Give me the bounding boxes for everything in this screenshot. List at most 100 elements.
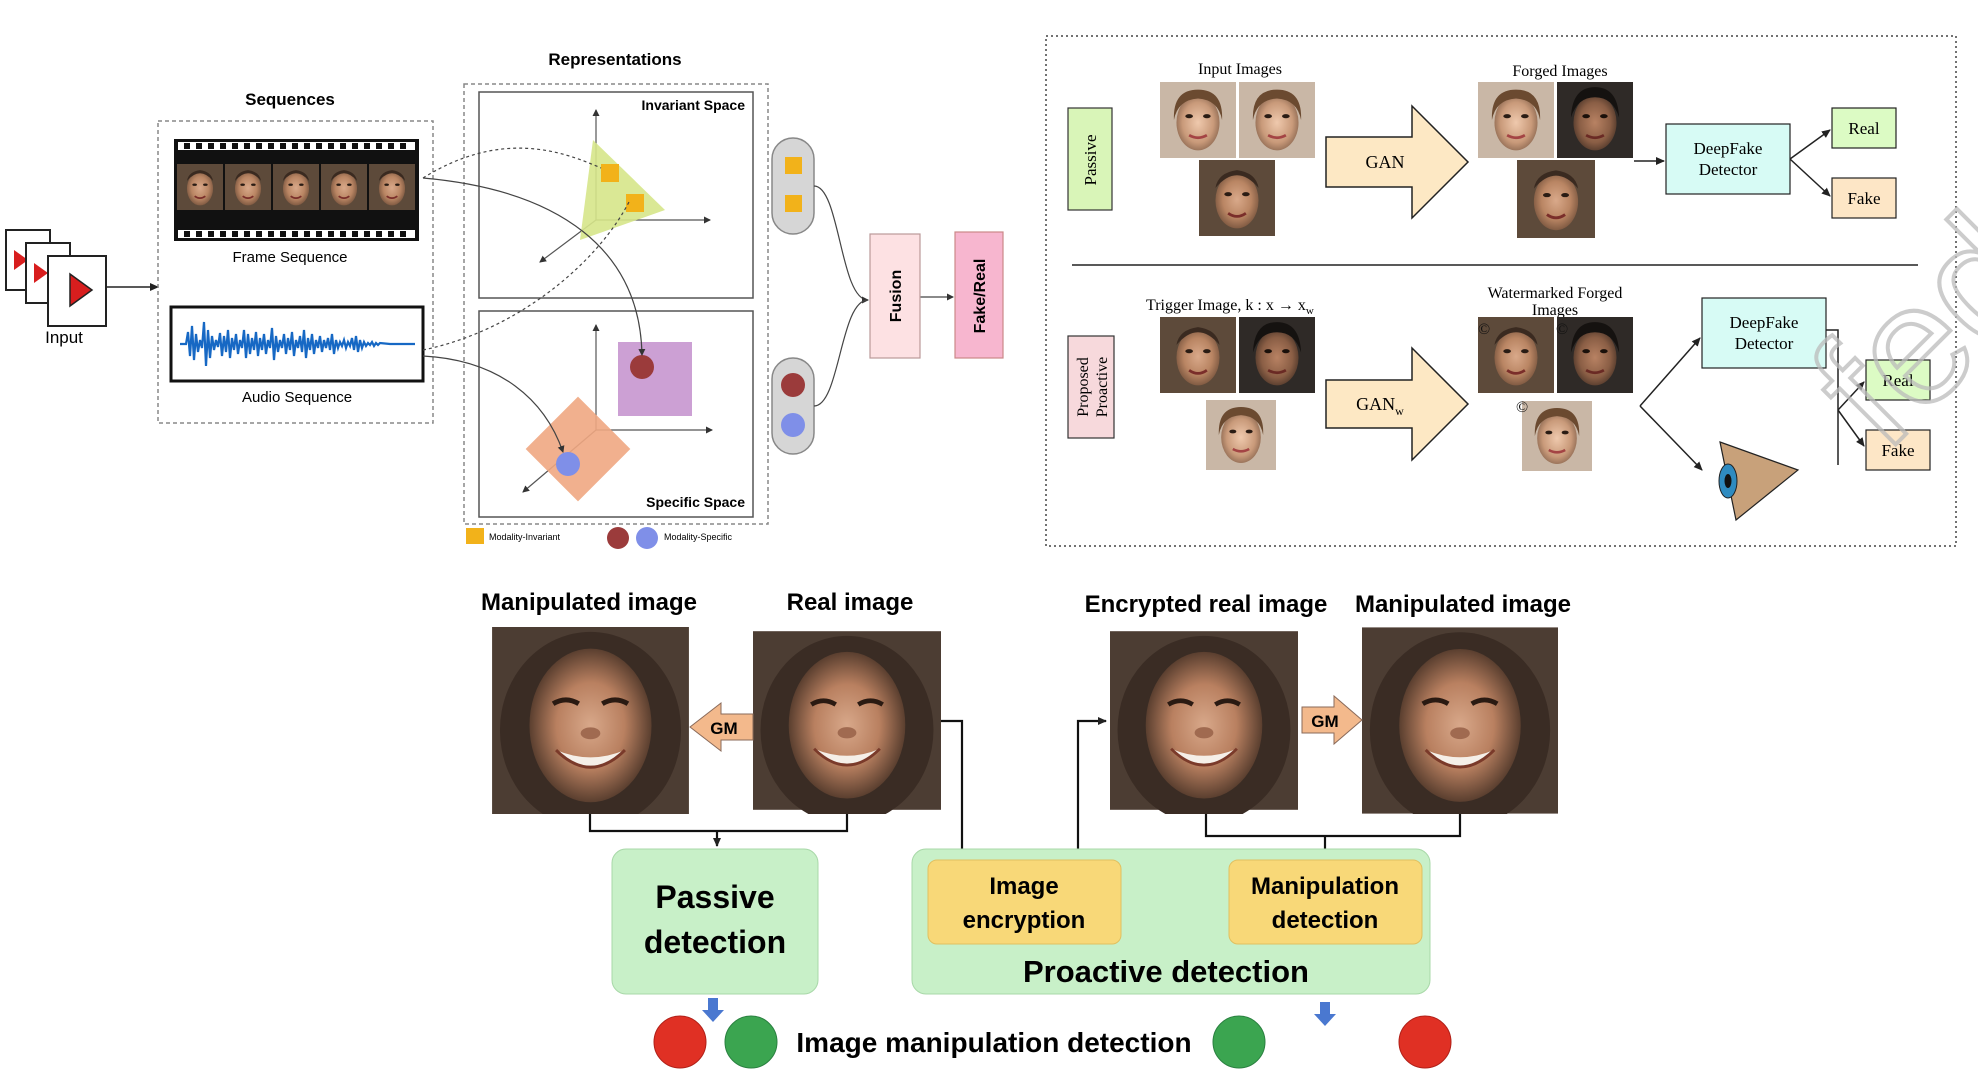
representation-curves	[422, 147, 646, 453]
red-result-dot	[653, 1015, 707, 1069]
input-face	[1238, 82, 1316, 158]
proactive-detection-label: Proactive detection	[1023, 954, 1309, 989]
invariant-marker	[601, 164, 619, 182]
real-label-passive: Real	[1848, 119, 1879, 138]
gm-label-right: GM	[1311, 712, 1338, 731]
gm-arrow-left	[689, 701, 754, 753]
invariant-capsule	[771, 137, 815, 235]
watermark-symbol: ©	[1516, 399, 1528, 416]
capsule-specific-red	[781, 373, 805, 397]
manipulated-image-photo-2	[1362, 627, 1558, 828]
fake-label-passive: Fake	[1847, 189, 1880, 208]
passive-detection-box	[611, 848, 819, 995]
gan-w-arrow	[1325, 346, 1470, 462]
trigger-label: Trigger Image, k : x → xw	[1146, 297, 1314, 317]
real-image-label: Real image	[787, 589, 914, 616]
real-box-proactive	[1865, 359, 1931, 401]
fake-real-label: Fake/Real	[972, 259, 989, 334]
passive-detection-line2: detection	[644, 924, 786, 960]
gan-label: GAN	[1366, 152, 1405, 172]
manipulation-detection-line2: detection	[1272, 907, 1379, 934]
specific-space-box	[478, 310, 754, 518]
panel-b-passive-vs-proactive: Passive Input Images GAN Forged Images D…	[1045, 35, 1978, 547]
manipulation-detection-box	[1228, 859, 1423, 945]
green-result-dot	[1212, 1015, 1266, 1069]
passive-label: Passive	[1081, 135, 1100, 186]
legend-specific-blue	[636, 527, 658, 549]
forged-face	[1478, 82, 1554, 158]
sequences-title: Sequences	[245, 90, 335, 109]
red-result-dot	[1398, 1015, 1452, 1069]
capsule-invariant-marker	[785, 195, 802, 212]
passive-detection-line1: Passive	[655, 879, 774, 915]
specific-space-label: Specific Space	[646, 494, 745, 510]
manipulation-detection-line1: Manipulation	[1251, 873, 1399, 900]
watermarked-line2: Images	[1532, 302, 1578, 319]
proactive-label-line2: Proactive	[1094, 357, 1111, 417]
input-face	[1160, 82, 1236, 158]
detector-line2: Detector	[1735, 334, 1794, 353]
capsule-specific-blue	[781, 413, 805, 437]
gan-arrow	[1325, 104, 1470, 220]
trigger-face	[1160, 317, 1236, 393]
legend-specific-red	[607, 527, 629, 549]
input-face	[1199, 160, 1275, 236]
invariant-marker	[626, 194, 644, 212]
proactive-label-line1: Proposed	[1075, 357, 1092, 417]
manipulated-image-photo	[492, 627, 689, 829]
watermark-stamp: fed	[1777, 180, 1978, 481]
proactive-tag	[1067, 335, 1115, 439]
fake-box-proactive	[1865, 429, 1931, 471]
blue-down-arrow	[702, 998, 724, 1022]
watermarked-face	[1556, 317, 1634, 393]
watermarked-line1: Watermarked Forged	[1488, 285, 1623, 302]
audio-sequence-waveform	[169, 305, 425, 383]
frame-sequence-filmstrip	[174, 139, 419, 241]
fake-box-passive	[1831, 177, 1897, 219]
detector-line2: Detector	[1699, 160, 1758, 179]
specific-capsule	[771, 357, 815, 455]
forged-face	[1517, 160, 1595, 238]
panel-c-manipulation-detection: Manipulated image Real image Encrypted r…	[481, 589, 1571, 1069]
trigger-face	[1206, 398, 1276, 472]
capsule-invariant-marker	[785, 157, 802, 174]
specific-marker-blue	[556, 452, 580, 476]
detector-line1: DeepFake	[1694, 139, 1763, 158]
specific-marker-red	[630, 355, 654, 379]
real-label-proactive: Real	[1882, 371, 1913, 390]
watermark-symbol: ©	[1478, 321, 1490, 338]
trigger-face	[1238, 317, 1316, 393]
green-result-dot	[724, 1015, 778, 1069]
forged-face	[1556, 82, 1634, 158]
gm-arrow-right	[1301, 694, 1363, 746]
manipulated-image-label-2: Manipulated image	[1355, 591, 1571, 618]
panel-a-multimodal-diagram: Input Sequences Frame Sequence Audio Seq	[5, 50, 1004, 549]
fusion-label: Fusion	[888, 270, 905, 322]
image-encryption-line1: Image	[989, 873, 1058, 900]
fusion-connectors	[813, 185, 954, 407]
invariant-space-label: Invariant Space	[642, 97, 746, 113]
fake-label-proactive: Fake	[1881, 441, 1914, 460]
legend-specific-label: Modality-Specific	[664, 532, 733, 542]
detector-line1: DeepFake	[1730, 313, 1799, 332]
panel-c-connectors	[588, 717, 1462, 860]
real-image-photo	[753, 631, 941, 824]
deepfake-detector-proactive	[1701, 297, 1827, 369]
panel-b-border	[1045, 35, 1957, 547]
frame-sequence-label: Frame Sequence	[232, 249, 347, 266]
fusion-box	[869, 233, 921, 359]
watermark-symbol: ©	[1556, 321, 1568, 338]
deepfake-detector-passive	[1665, 123, 1791, 195]
legend-invariant-label: Modality-Invariant	[489, 532, 561, 542]
encrypted-real-image-photo	[1110, 631, 1298, 824]
input-images-label: Input Images	[1198, 61, 1282, 78]
image-manipulation-detection-label: Image manipulation detection	[796, 1027, 1191, 1058]
blue-down-arrow	[1314, 1002, 1336, 1026]
manipulated-image-label: Manipulated image	[481, 589, 697, 616]
input-video-icon	[5, 229, 107, 327]
forged-images-label: Forged Images	[1512, 63, 1607, 80]
eye-icon	[1718, 441, 1800, 522]
representations-title: Representations	[548, 50, 681, 69]
input-label: Input	[45, 328, 83, 347]
